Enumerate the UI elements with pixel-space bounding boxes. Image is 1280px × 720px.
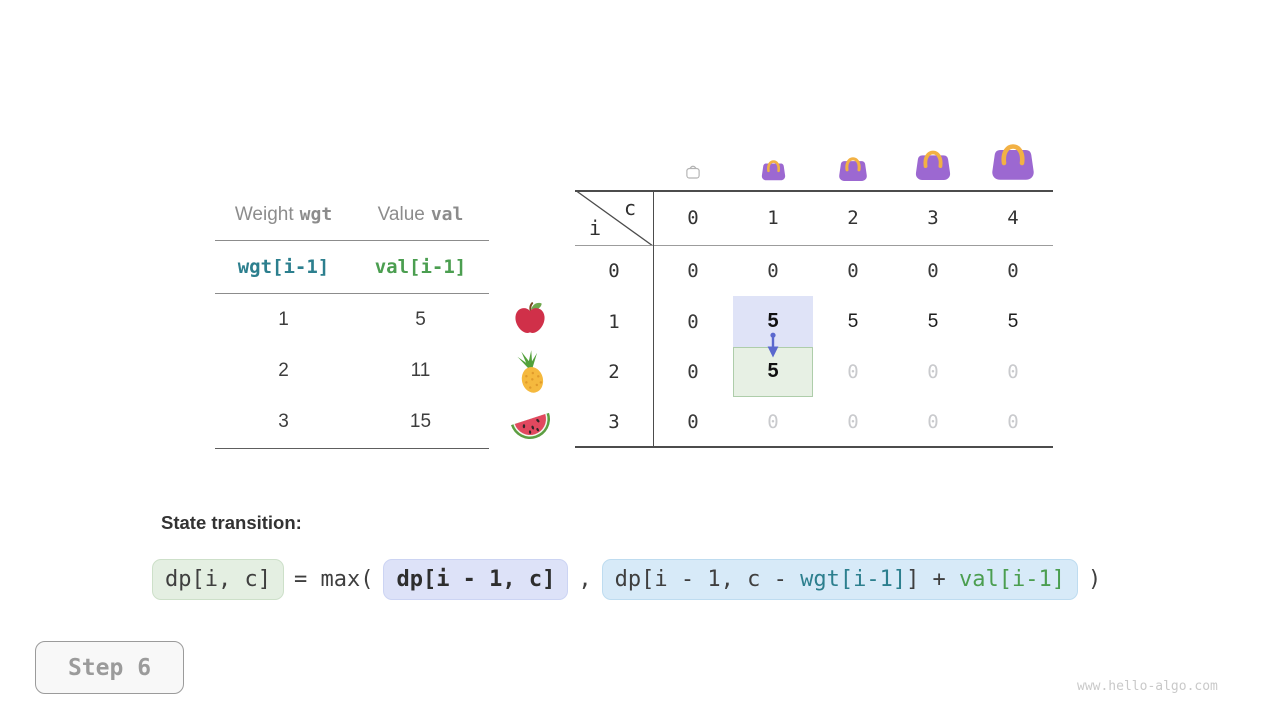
- dp-cell-3-1: 0: [767, 411, 779, 434]
- item-row-watermelon: 3 15: [215, 397, 489, 448]
- dp-cell-0-4: 0: [1007, 260, 1019, 283]
- dp-table-header-separator: [575, 245, 1053, 246]
- formula-close-paren: ): [1088, 567, 1102, 592]
- dp-row-1: 1 0 5 5 5 5: [575, 296, 1053, 347]
- formula-option2-mid: ] +: [906, 567, 960, 592]
- dp-table: c i 0 1 2 3 4 0 0 0 0 0 0 1 0 5 5: [575, 190, 1053, 448]
- formula-wgt-term: wgt[i-1]: [800, 567, 907, 592]
- dp-cell-2-0: 0: [687, 360, 699, 383]
- dp-cell-3-2: 0: [847, 411, 859, 434]
- item-value: 5: [415, 308, 426, 330]
- item-value: 15: [409, 411, 432, 433]
- items-table-array-row: wgt[i-1] val[i-1]: [215, 241, 489, 293]
- val-array-expression: val[i-1]: [374, 256, 467, 278]
- items-table-divider-mid: [215, 293, 489, 294]
- dp-corner-cell: c i: [575, 190, 653, 246]
- wgt-code-label: wgt: [299, 204, 333, 225]
- formula-comma: ,: [578, 567, 592, 592]
- dp-table-bottom-border: [575, 445, 1053, 448]
- transition-arrow-icon: [767, 332, 779, 358]
- state-transition-heading: State transition:: [161, 512, 302, 533]
- col-header-c3: 3: [927, 206, 939, 229]
- dp-table-top-border: [575, 190, 1053, 192]
- dp-table-vertical-border: [652, 190, 655, 447]
- item-weight: 1: [278, 308, 289, 330]
- col-header-c1: 1: [767, 206, 779, 229]
- item-value: 11: [410, 359, 431, 381]
- item-row-pineapple: 2 11: [215, 345, 489, 396]
- pineapple-icon: [517, 350, 544, 393]
- formula-option2-box: dp[i - 1, c - wgt[i-1]] + val[i-1]: [601, 559, 1079, 600]
- bag-icon-capacity-4: [989, 135, 1037, 181]
- dp-row-2: 2 0 5 0 0 0: [575, 346, 1053, 398]
- bag-icon-capacity-3: [913, 143, 953, 181]
- formula-option1-box: dp[i - 1, c]: [383, 559, 569, 600]
- col-header-c2: 2: [847, 206, 859, 229]
- weight-column-header: Weight wgt: [215, 204, 352, 226]
- dp-cell-0-1: 0: [767, 260, 779, 283]
- items-table-header-row: Weight wgt Value val: [215, 190, 489, 240]
- dp-cell-1-4: 5: [1007, 310, 1019, 332]
- state-transition-formula: dp[i, c] = max( dp[i - 1, c] , dp[i - 1,…: [152, 559, 1101, 600]
- bag-icon-capacity-2: [837, 151, 869, 182]
- dp-cell-3-3: 0: [927, 411, 939, 434]
- item-row-apple: 1 5: [215, 294, 489, 345]
- capacity-variable-label: c: [623, 196, 636, 220]
- items-table-divider-top: [215, 240, 489, 241]
- item-weight: 3: [278, 411, 289, 433]
- dp-cell-1-0: 0: [687, 310, 699, 333]
- apple-icon: [515, 302, 545, 333]
- dp-table-body: 0 0 0 0 0 0 1 0 5 5 5 5 2 0 5 0 0 0: [575, 246, 1053, 448]
- dp-cell-1-2: 5: [847, 310, 859, 332]
- items-table-divider-bottom: [215, 447, 489, 450]
- dp-cell-3-4: 0: [1007, 411, 1019, 434]
- wgt-array-expression: wgt[i-1]: [237, 256, 330, 278]
- step-badge-label: Step 6: [67, 654, 152, 681]
- dp-cell-0-3: 0: [927, 260, 939, 283]
- formula-val-term: val[i-1]: [959, 567, 1066, 592]
- diagonal-divider: [575, 190, 653, 246]
- row-label: 3: [608, 411, 620, 434]
- row-label: 0: [608, 260, 620, 283]
- item-weight: 2: [278, 359, 289, 381]
- formula-option2-prefix: dp[i - 1, c -: [614, 567, 801, 592]
- col-header-c0: 0: [687, 206, 699, 229]
- dp-row-0: 0 0 0 0 0 0: [575, 246, 1053, 296]
- dp-cell-2-4: 0: [1007, 360, 1019, 383]
- formula-equals-max: = max(: [293, 567, 374, 592]
- dp-cell-0-0: 0: [687, 260, 699, 283]
- dp-row-3: 3 0 0 0 0 0: [575, 397, 1053, 447]
- watermelon-icon: [510, 412, 550, 439]
- val-code-label: val: [430, 204, 464, 225]
- dp-cell-2-2: 0: [847, 360, 859, 383]
- weight-label: Weight: [234, 204, 294, 225]
- row-label: 2: [608, 360, 620, 383]
- watermark: www.hello-algo.com: [1077, 679, 1218, 694]
- col-header-c4: 4: [1007, 206, 1019, 229]
- row-label: 1: [608, 310, 620, 333]
- value-label: Value: [377, 204, 425, 225]
- formula-lhs-box: dp[i, c]: [152, 559, 284, 600]
- dp-cell-2-3: 0: [927, 360, 939, 383]
- dp-cell-3-0: 0: [687, 411, 699, 434]
- value-column-header: Value val: [352, 204, 489, 226]
- dp-cell-1-3: 5: [927, 310, 939, 332]
- step-badge: Step 6: [35, 641, 184, 694]
- item-variable-label: i: [589, 216, 602, 240]
- dp-cell-0-2: 0: [847, 260, 859, 283]
- bag-icon-capacity-1: [760, 155, 787, 181]
- bag-icon-capacity-0: [684, 162, 702, 180]
- items-table: Weight wgt Value val wgt[i-1] val[i-1] 1 5…: [215, 190, 489, 450]
- dp-table-header-row: c i 0 1 2 3 4: [575, 190, 1053, 246]
